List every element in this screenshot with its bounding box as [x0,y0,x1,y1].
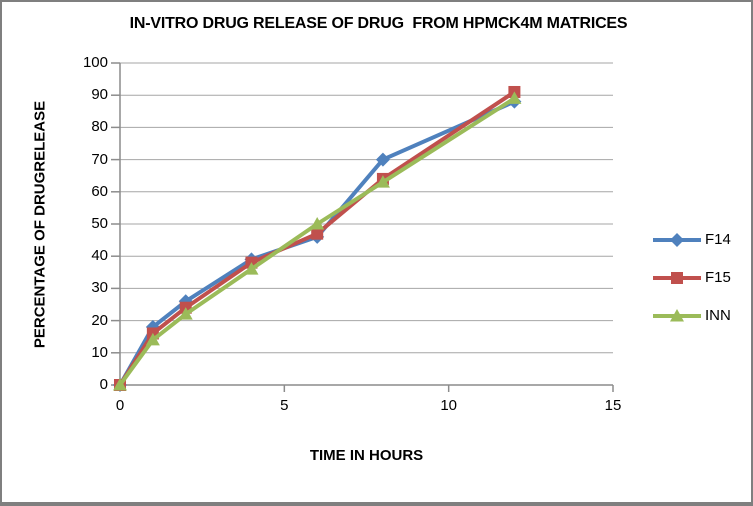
y-tick-label: 20 [91,311,108,329]
y-tick-label: 70 [91,150,108,168]
y-tick-label: 90 [91,86,108,104]
marker-diamond-F14 [375,152,390,167]
legend-marker-diamond-F14 [670,233,684,247]
marker-triangle-INN [507,91,522,104]
x-tick-label: 10 [440,397,457,414]
marker-square-F15 [311,227,324,240]
y-tick-label: 60 [91,182,108,200]
legend-label-INN: INN [705,307,731,324]
marker-triangle-INN [310,217,325,230]
marker-triangle-INN [145,332,160,346]
y-tick-label: 50 [91,215,108,232]
y-tick-label: 80 [91,118,108,136]
y-tick-label: 40 [91,247,108,265]
legend-marker-triangle-INN [670,309,684,322]
y-axis-title: PERCENTAGE OF DRUGRELEASE [31,100,49,349]
y-tick-label: 100 [82,54,108,71]
marker-triangle-INN [178,307,193,320]
marker-triangle-INN [375,175,390,188]
y-tick-label: 0 [99,376,108,393]
x-axis-title: TIME IN HOURS [309,447,424,464]
y-tick-label: 10 [91,343,108,361]
y-tick-label: 30 [91,279,108,297]
legend-label-F15: F15 [705,269,731,286]
x-tick-label: 0 [115,397,125,414]
legend-marker-square-F15 [671,272,683,284]
x-tick-label: 5 [280,397,289,414]
legend-label-F14: F14 [705,231,731,248]
chart-title: IN-VITRO DRUG RELEASE OF DRUG FROM HPMCK… [129,15,628,32]
marker-triangle-INN [244,262,259,275]
x-tick-label: 15 [604,397,622,414]
marker-triangle-INN [113,378,127,391]
